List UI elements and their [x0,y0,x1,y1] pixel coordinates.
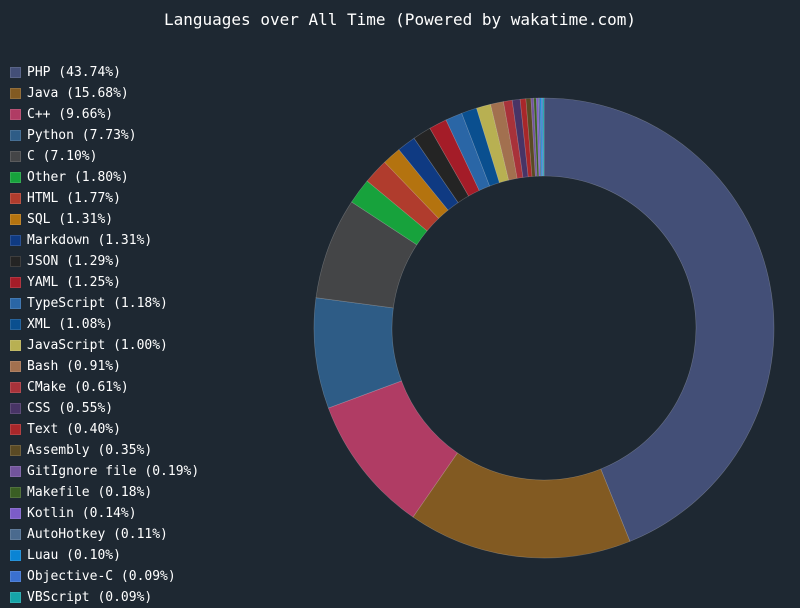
legend-item: Java (15.68%) [10,83,199,104]
legend-item: Kotlin (0.14%) [10,503,199,524]
legend-label: Luau (0.10%) [27,548,121,563]
legend-item: C (7.10%) [10,146,199,167]
legend-swatch [10,571,21,582]
legend-label: GitIgnore file (0.19%) [27,464,200,479]
legend-item: Luau (0.10%) [10,545,199,566]
donut-slice [539,97,543,177]
donut-slice [398,137,459,211]
donut-slice [429,119,480,197]
legend-item: XML (1.08%) [10,314,199,335]
legend-item: Bash (0.91%) [10,356,199,377]
donut-slice [542,97,545,177]
donut-slice [327,380,458,518]
legend-swatch [10,88,21,99]
legend-item: C++ (9.66%) [10,104,199,125]
legend-item: CSS (0.55%) [10,398,199,419]
legend-label: Other (1.80%) [27,170,129,185]
legend-swatch [10,235,21,246]
legend-label: XML (1.08%) [27,317,114,332]
legend-label: PHP (43.74%) [27,65,121,80]
legend-swatch [10,382,21,393]
legend-swatch [10,109,21,120]
donut-slice [541,97,544,177]
legend-swatch [10,466,21,477]
legend-swatch [10,487,21,498]
legend-item: HTML (1.77%) [10,188,199,209]
donut-slice [461,107,500,187]
donut-slice [315,201,418,309]
donut-slice [533,97,540,177]
legend-item: Assembly (0.35%) [10,440,199,461]
legend-swatch [10,550,21,561]
legend-label: Java (15.68%) [27,86,129,101]
legend-label: CSS (0.55%) [27,401,114,416]
legend-item: Markdown (1.31%) [10,230,199,251]
legend-swatch [10,277,21,288]
legend-item: SQL (1.31%) [10,209,199,230]
legend-label: SQL (1.31%) [27,212,114,227]
legend-label: Makefile (0.18%) [27,485,153,500]
legend-swatch [10,340,21,351]
legend-label: JSON (1.29%) [27,254,121,269]
legend-item: GitIgnore file (0.19%) [10,461,199,482]
legend-item: Makefile (0.18%) [10,482,199,503]
donut-slice [536,97,541,177]
legend-swatch [10,67,21,78]
legend-label: C++ (9.66%) [27,107,114,122]
legend-label: YAML (1.25%) [27,275,121,290]
legend-swatch [10,193,21,204]
legend-label: Python (7.73%) [27,128,137,143]
chart-title: Languages over All Time (Powered by waka… [163,10,636,29]
legend-swatch [10,172,21,183]
legend-label: Kotlin (0.14%) [27,506,137,521]
legend-swatch [10,214,21,225]
donut-slice [511,98,529,178]
donut-slice [413,127,470,204]
legend-label: CMake (0.61%) [27,380,129,395]
donut-slice [476,103,510,184]
legend-swatch [10,529,21,540]
legend-label: Text (0.40%) [27,422,121,437]
legend-label: AutoHotkey (0.11%) [27,527,168,542]
legend-item: Python (7.73%) [10,125,199,146]
legend-swatch [10,508,21,519]
legend-item: Objective-C (0.09%) [10,566,199,587]
legend-item: PHP (43.74%) [10,62,199,83]
donut-slice [525,98,536,177]
legend-item: CMake (0.61%) [10,377,199,398]
legend-label: C (7.10%) [27,149,98,164]
legend-swatch [10,130,21,141]
legend-item: TypeScript (1.18%) [10,293,199,314]
legend-label: HTML (1.77%) [27,191,121,206]
donut-slice [412,452,631,559]
legend-swatch [10,256,21,267]
legend-label: Markdown (1.31%) [27,233,153,248]
legend-swatch [10,151,21,162]
donut-slice [538,97,542,177]
legend-item: YAML (1.25%) [10,272,199,293]
legend-label: Bash (0.91%) [27,359,121,374]
legend-label: JavaScript (1.00%) [27,338,168,353]
donut-slice [490,101,518,181]
legend-swatch [10,361,21,372]
legend-swatch [10,319,21,330]
donut-slice [543,97,775,542]
donut-slice [503,99,524,179]
legend-swatch [10,403,21,414]
legend-item: Other (1.80%) [10,167,199,188]
legend-item: JSON (1.29%) [10,251,199,272]
legend-swatch [10,424,21,435]
legend-label: Assembly (0.35%) [27,443,153,458]
donut-slice [351,180,428,246]
chart-legend: PHP (43.74%) Java (15.68%) C++ (9.66%) Pyth… [10,62,199,608]
legend-swatch [10,445,21,456]
legend-label: TypeScript (1.18%) [27,296,168,311]
legend-item: JavaScript (1.00%) [10,335,199,356]
legend-item: Text (0.40%) [10,419,199,440]
legend-label: Objective-C (0.09%) [27,569,176,584]
legend-swatch [10,298,21,309]
legend-item: AutoHotkey (0.11%) [10,524,199,545]
